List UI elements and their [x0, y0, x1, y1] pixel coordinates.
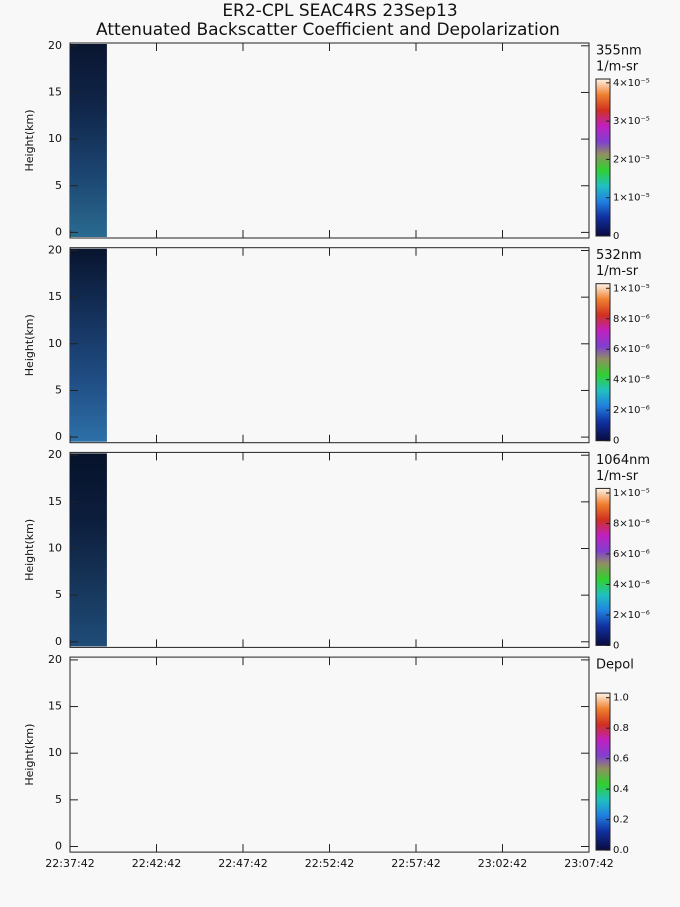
y-tick-label: 20	[48, 243, 62, 256]
backscatter-strip	[70, 453, 107, 647]
y-tick-label: 5	[55, 383, 62, 396]
colorbar-label: 1/m-sr	[596, 469, 639, 484]
y-axis-label: Height(km)	[23, 519, 36, 581]
y-tick-label: 10	[48, 132, 62, 145]
x-tick-label: 22:52:42	[305, 857, 354, 870]
y-tick-label: 5	[55, 588, 62, 601]
colorbar-label: 355nm	[596, 44, 642, 59]
y-tick-label: 15	[48, 85, 62, 98]
colorbar-tick-label: 0.2	[613, 815, 629, 826]
chart-title: ER2-CPL SEAC4RS 23Sep13	[222, 1, 457, 21]
colorbar-tick-label: 0	[613, 640, 619, 651]
y-tick-label: 0	[55, 635, 62, 648]
colorbar	[595, 692, 611, 851]
plot-frame	[69, 656, 590, 853]
colorbar-label: Depol	[596, 658, 634, 673]
y-tick-label: 5	[55, 793, 62, 806]
plot-frame	[69, 451, 590, 648]
y-tick-label: 20	[48, 653, 62, 666]
x-tick-label: 22:37:42	[45, 857, 94, 870]
y-tick-label: 0	[55, 430, 62, 443]
backscatter-strip	[70, 248, 107, 442]
colorbar	[595, 487, 611, 646]
colorbar-tick-label: 0.8	[613, 723, 629, 734]
y-tick-label: 10	[48, 337, 62, 350]
colorbar-tick-label: 0	[613, 231, 619, 242]
chart-subtitle: Attenuated Backscatter Coefficient and D…	[96, 20, 560, 40]
y-tick-label: 15	[48, 495, 62, 508]
x-tick-label: 22:57:42	[391, 857, 440, 870]
colorbar-tick-label: 6×10⁻⁶	[613, 344, 650, 355]
colorbar-tick-label: 4×10⁻⁶	[613, 579, 650, 590]
y-axis-label: Height(km)	[23, 314, 36, 376]
y-tick-label: 20	[48, 39, 62, 52]
colorbar-tick-label: 4×10⁻⁵	[613, 78, 650, 89]
colorbar-label: 532nm	[596, 248, 642, 263]
colorbar-label: 1/m-sr	[596, 264, 639, 279]
colorbar-tick-label: 1×10⁻⁵	[613, 283, 650, 294]
colorbar-label: 1064nm	[596, 453, 650, 468]
colorbar-tick-label: 2×10⁻⁶	[613, 405, 650, 416]
x-tick-label: 22:42:42	[132, 857, 181, 870]
x-tick-label: 23:02:42	[478, 857, 527, 870]
y-tick-label: 10	[48, 542, 62, 555]
x-tick-label: 23:07:42	[564, 857, 613, 870]
plot-frame	[69, 42, 590, 239]
y-tick-label: 0	[55, 840, 62, 853]
colorbar-tick-label: 0.0	[613, 845, 629, 856]
colorbar-tick-label: 8×10⁻⁶	[613, 518, 650, 529]
y-tick-label: 20	[48, 448, 62, 461]
colorbar-tick-label: 6×10⁻⁶	[613, 549, 650, 560]
y-tick-label: 10	[48, 746, 62, 759]
backscatter-strip	[70, 44, 107, 237]
colorbar-tick-label: 0.6	[613, 754, 629, 765]
y-axis-label: Height(km)	[23, 109, 36, 171]
colorbar-tick-label: 2×10⁻⁶	[613, 610, 650, 621]
colorbar-tick-label: 0.4	[613, 784, 629, 795]
colorbar-tick-label: 4×10⁻⁶	[613, 375, 650, 386]
colorbar-tick-label: 3×10⁻⁵	[613, 116, 650, 127]
colorbar-tick-label: 8×10⁻⁶	[613, 314, 650, 325]
colorbar-tick-label: 1×10⁻⁵	[613, 488, 650, 499]
colorbar-label: 1/m-sr	[596, 60, 639, 75]
y-tick-label: 5	[55, 179, 62, 192]
x-tick-label: 22:47:42	[218, 857, 267, 870]
colorbar-tick-label: 0	[613, 436, 619, 447]
colorbar-tick-label: 1×10⁻⁵	[613, 193, 650, 204]
y-tick-label: 15	[48, 700, 62, 713]
y-tick-label: 0	[55, 225, 62, 238]
colorbar	[595, 283, 611, 442]
colorbar-tick-label: 1.0	[613, 693, 629, 704]
plot-frame	[69, 247, 590, 444]
colorbar	[595, 78, 611, 237]
y-axis-label: Height(km)	[23, 724, 36, 786]
colorbar-tick-label: 2×10⁻⁵	[613, 154, 650, 165]
y-tick-label: 15	[48, 290, 62, 303]
